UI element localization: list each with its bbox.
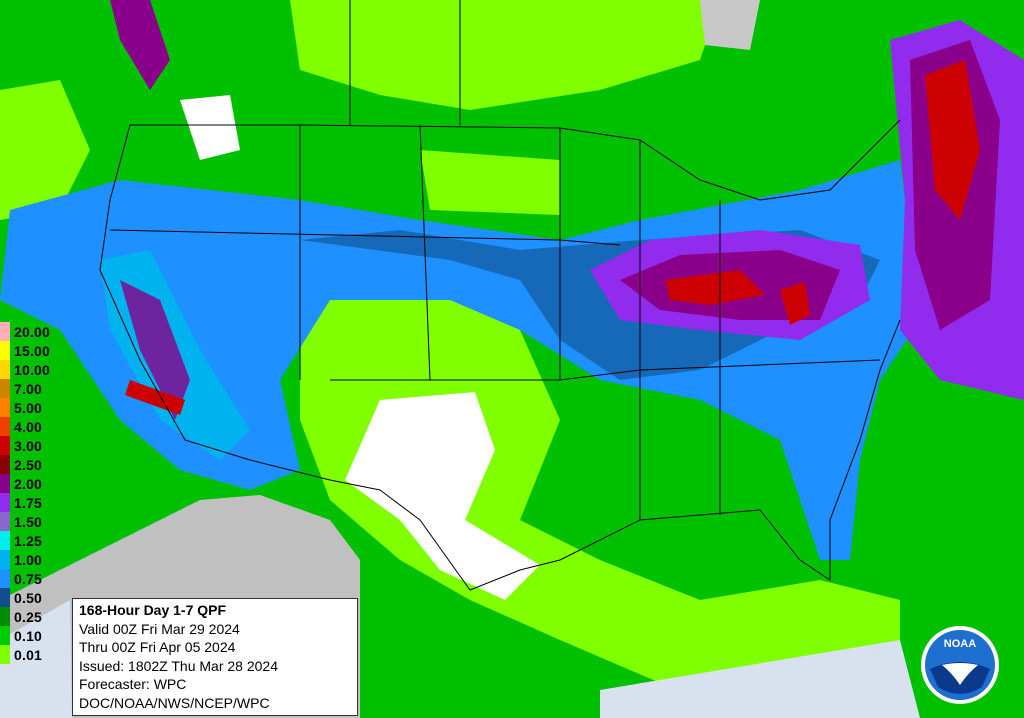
legend-item: 5.00 xyxy=(0,398,74,417)
legend-item: 1.00 xyxy=(0,550,74,569)
legend-swatch xyxy=(0,436,10,455)
legend-swatch xyxy=(0,417,10,436)
legend: 20.00 15.00 10.00 7.00 5.00 4.00 3.00 2.50 2.00 1… xyxy=(0,322,74,664)
border xyxy=(130,119,901,201)
info-box: 168-Hour Day 1-7 QPF Valid 00Z Fri Mar 2… xyxy=(72,598,358,716)
legend-swatch xyxy=(0,512,10,531)
core xyxy=(665,270,765,305)
legend-label: 15.00 xyxy=(14,343,51,359)
water xyxy=(0,600,72,718)
legend-swatch xyxy=(0,493,10,512)
legend-item: 7.00 xyxy=(0,379,74,398)
legend-item: 0.01 xyxy=(0,645,74,664)
legend-item: 3.00 xyxy=(0,436,74,455)
water xyxy=(600,640,920,718)
legend-item: 0.50 xyxy=(0,588,74,607)
info-line: Thru 00Z Fri Apr 05 2024 xyxy=(79,639,236,656)
legend-label: 5.00 xyxy=(14,400,43,416)
legend-item: 0.10 xyxy=(0,626,74,645)
core xyxy=(120,280,190,420)
legend-swatch xyxy=(0,341,10,360)
legend-item: 1.25 xyxy=(0,531,74,550)
core xyxy=(925,60,980,220)
area xyxy=(0,80,90,220)
info-line: Forecaster: WPC xyxy=(79,676,187,693)
legend-label: 0.10 xyxy=(14,628,43,644)
legend-item: 0.75 xyxy=(0,569,74,588)
legend-swatch xyxy=(0,474,10,493)
info-line: DOC/NOAA/NWS/NCEP/WPC xyxy=(79,694,270,711)
info-line: Valid 00Z Fri Mar 29 2024 xyxy=(79,620,240,637)
border xyxy=(299,0,721,520)
dry xyxy=(345,392,540,600)
legend-item: 1.75 xyxy=(0,493,74,512)
legend-swatch xyxy=(0,398,10,417)
legend-item: 0.25 xyxy=(0,607,74,626)
legend-label: 1.25 xyxy=(14,533,43,549)
legend-label: 2.00 xyxy=(14,476,43,492)
legend-label: 1.75 xyxy=(14,495,43,511)
legend-swatch xyxy=(0,322,10,341)
legend-swatch xyxy=(0,626,10,645)
legend-swatch xyxy=(0,360,10,379)
legend-item: 4.00 xyxy=(0,417,74,436)
border xyxy=(330,359,881,381)
legend-swatch xyxy=(0,455,10,474)
legend-swatch xyxy=(0,379,10,398)
info-line: Issued: 1802Z Thu Mar 28 2024 xyxy=(79,657,278,674)
legend-label: 20.00 xyxy=(14,324,51,340)
dry xyxy=(180,95,240,160)
area xyxy=(300,290,900,700)
logo-bird xyxy=(942,663,978,685)
legend-item: 15.00 xyxy=(0,341,74,360)
legend-label: 1.00 xyxy=(14,552,43,568)
legend-label: 0.50 xyxy=(14,590,43,606)
legend-item: 20.00 xyxy=(0,322,74,341)
core xyxy=(780,282,810,325)
legend-swatch xyxy=(0,531,10,550)
legend-swatch xyxy=(0,569,10,588)
border xyxy=(99,124,901,591)
legend-label: 3.00 xyxy=(14,438,43,454)
legend-label: 7.00 xyxy=(14,381,43,397)
legend-label: 2.50 xyxy=(14,457,43,473)
legend-label: 10.00 xyxy=(14,362,51,378)
info-title: 168-Hour Day 1-7 QPF xyxy=(79,602,227,618)
logo-text: NOAA xyxy=(944,638,976,650)
borders xyxy=(99,0,901,591)
legend-label: 0.75 xyxy=(14,571,43,587)
legend-item: 2.50 xyxy=(0,455,74,474)
legend-swatch xyxy=(0,645,10,664)
legend-item: 2.00 xyxy=(0,474,74,493)
area xyxy=(290,0,720,110)
noaa-logo: NOAA xyxy=(921,626,999,704)
legend-label: 0.01 xyxy=(14,647,43,663)
area xyxy=(420,150,560,215)
core xyxy=(110,0,170,90)
land xyxy=(700,0,760,50)
legend-label: 0.25 xyxy=(14,609,43,625)
legend-item: 10.00 xyxy=(0,360,74,379)
legend-swatch xyxy=(0,607,10,626)
legend-label: 4.00 xyxy=(14,419,43,435)
legend-swatch xyxy=(0,550,10,569)
legend-swatch xyxy=(0,588,10,607)
legend-label: 1.50 xyxy=(14,514,43,530)
legend-item: 1.50 xyxy=(0,512,74,531)
core xyxy=(125,380,185,415)
